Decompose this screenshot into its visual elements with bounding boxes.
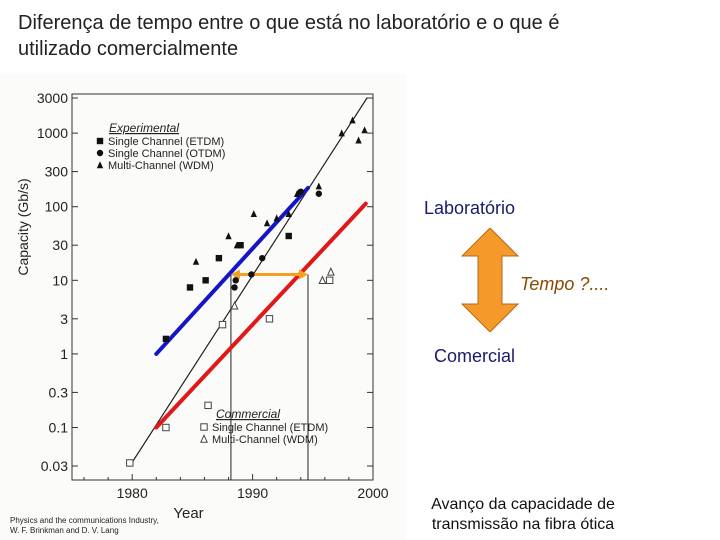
data-point-series-1 [231, 284, 238, 291]
chart-marks [126, 116, 368, 467]
data-point-series-4 [326, 267, 335, 276]
y-tick-label: 0.3 [49, 384, 69, 400]
caption-line-2: transmissão na fibra ótica [431, 516, 615, 533]
legend-experimental-marker [96, 137, 104, 145]
y-tick-label: 3000 [37, 90, 68, 106]
data-point-series-3 [126, 459, 134, 467]
legend-commercial-marker [200, 434, 208, 443]
data-point-series-0 [237, 242, 244, 249]
label-laboratorio: Laboratório [424, 198, 516, 218]
time-gap-arrowhead-left [230, 269, 240, 280]
data-point-series-3 [265, 315, 274, 323]
y-tick-label: 1 [60, 346, 68, 362]
data-point-series-3 [204, 401, 212, 410]
data-point-series-0 [215, 254, 223, 262]
data-point-series-4 [318, 275, 327, 285]
y-tick-label: 1000 [37, 125, 68, 141]
data-point-series-2 [355, 136, 362, 144]
y-tick-label: 300 [45, 164, 69, 180]
data-point-series-0 [186, 284, 194, 291]
data-point-series-0 [285, 232, 292, 240]
data-point-series-1 [315, 190, 323, 197]
legend-commercial-entry: Multi-Channel (WDM) [212, 434, 318, 446]
data-point-series-2 [225, 232, 232, 240]
y-tick-label: 30 [52, 237, 68, 253]
slide-title-line-1: Diferença de tempo entre o que está no l… [18, 12, 560, 34]
chart-axes: Year Capacity (Gb/s) [15, 93, 374, 522]
legend-experimental-entry: Multi-Channel (WDM) [108, 160, 214, 172]
data-point-series-2 [250, 210, 258, 218]
data-point-series-2 [349, 116, 356, 124]
capacity-chart: Year Capacity (Gb/s) 3000 1000 300 100 30 10 3 1… [15, 90, 389, 522]
data-point-series-1 [297, 188, 304, 195]
data-point-series-1 [248, 271, 255, 278]
data-point-series-0 [202, 277, 209, 284]
y-tick-label: 10 [52, 272, 68, 288]
data-point-series-2 [293, 190, 301, 197]
time-gap-arrowhead-right [298, 269, 308, 280]
legend-experimental-marker [96, 149, 104, 157]
y-tick-label: 0.03 [41, 458, 68, 474]
x-tick-label: 1990 [237, 485, 268, 501]
x-tick-label: 2000 [357, 485, 388, 501]
y-tick-label: 0.1 [49, 420, 69, 436]
data-point-series-4 [230, 300, 239, 310]
y-tick-label: 3 [60, 311, 68, 327]
x-axis-label: Year [173, 505, 203, 522]
y-tick-label: 100 [45, 199, 69, 215]
data-point-series-2 [192, 257, 200, 265]
data-point-series-1 [232, 277, 239, 284]
lab-trend-line [154, 185, 310, 356]
x-tick-label: 1980 [117, 485, 148, 501]
data-point-series-2 [315, 182, 323, 190]
y-axis-label: Capacity (Gb/s) [15, 178, 31, 275]
slide-title: Diferença de tempo entre o que está no l… [18, 10, 708, 62]
chart-trend-lines [129, 97, 368, 480]
source-credit-line-1: Physics and the communications Industry, [10, 516, 159, 525]
data-point-series-1 [259, 254, 266, 262]
data-point-series-3 [162, 423, 170, 432]
data-point-series-2 [285, 210, 292, 218]
source-credit: Physics and the communications Industry,… [10, 516, 159, 536]
double-arrow-icon [460, 228, 520, 332]
label-comercial: Comercial [434, 346, 516, 366]
data-point-series-3 [218, 320, 227, 329]
legend-experimental-marker [96, 161, 104, 169]
caption-line-1: Avanço da capacidade de [431, 496, 615, 513]
legend-commercial-title: Commercial [216, 407, 280, 421]
legend-commercial-marker [200, 423, 208, 431]
legend-experimental-entry: Single Channel (ETDM) [108, 136, 224, 148]
chart-ticks: 3000 1000 300 100 30 10 3 1 0.3 0.1 0.03 1980 1990 20… [37, 90, 389, 501]
label-tempo: Tempo ?.... [520, 274, 610, 294]
data-point-series-2 [273, 214, 280, 222]
legend-commercial-entry: Single Channel (ETDM) [212, 422, 328, 434]
legend-experimental-entry: Single Channel (OTDM) [108, 148, 225, 160]
data-point-series-2 [233, 241, 241, 249]
data-point-series-2 [338, 129, 345, 137]
black-trend-line [129, 97, 368, 467]
data-point-series-2 [361, 126, 368, 134]
chart-panel [0, 74, 406, 540]
data-point-series-0 [162, 335, 170, 343]
com-trend-line [154, 201, 368, 430]
legend-experimental-title: Experimental [109, 121, 179, 135]
source-credit-line-2: W. F. Brinkman and D. V. Lang [10, 526, 119, 535]
slide-title-line-2: utilizado comercialmente [18, 38, 239, 60]
plot-frame [71, 93, 374, 481]
data-point-series-2 [263, 219, 271, 227]
caption: Avanço da capacidade de transmissão na f… [408, 495, 638, 535]
data-point-series-3 [325, 276, 334, 285]
